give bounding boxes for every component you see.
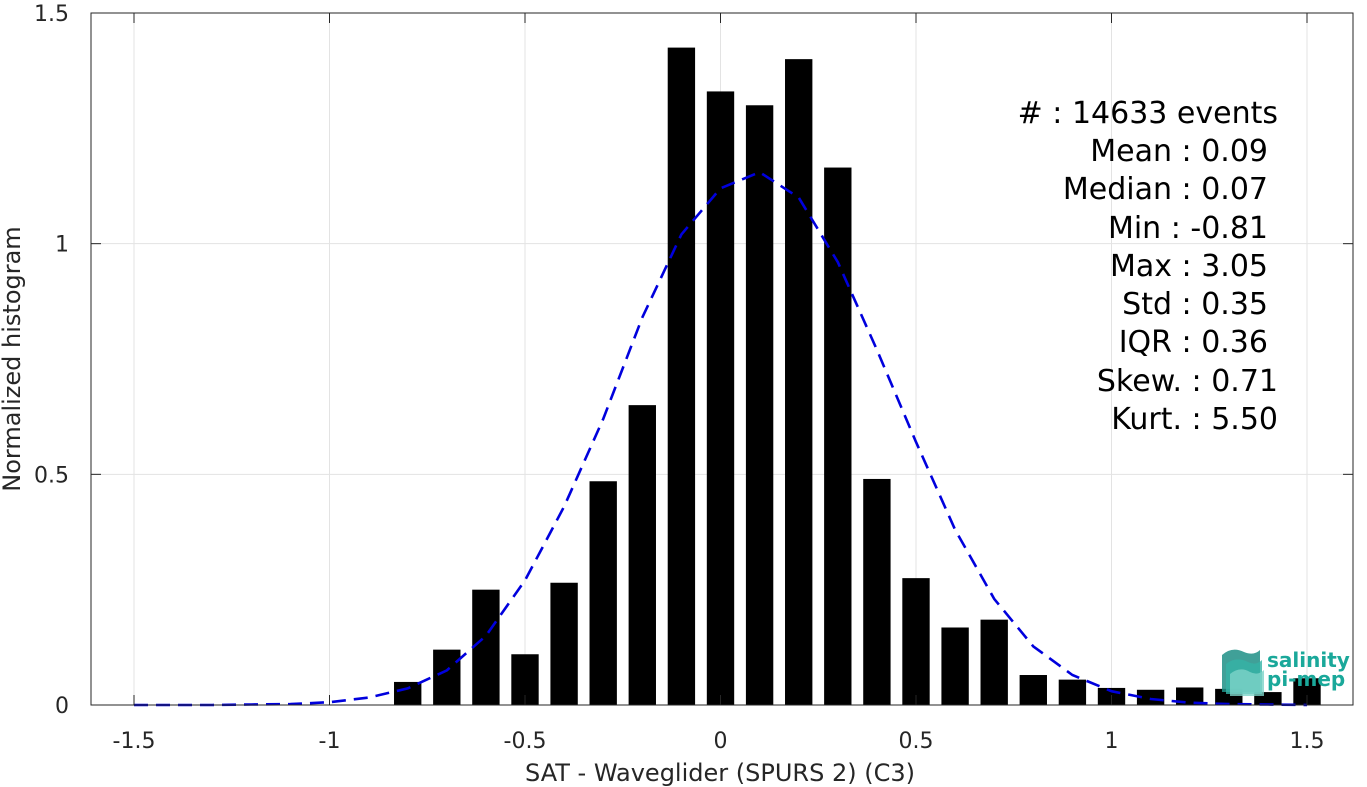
x-tick-label: 0.5 bbox=[899, 729, 934, 754]
stat-median: Median : 0.07 bbox=[1063, 172, 1268, 207]
x-tick-label: -1 bbox=[319, 729, 341, 754]
x-axis-label: SAT - Waveglider (SPURS 2) (C3) bbox=[525, 759, 915, 787]
histogram-bar bbox=[824, 167, 852, 706]
histogram-bar bbox=[589, 481, 617, 705]
stats-box: # : 14633 events Mean : 0.09 Median : 0.… bbox=[1018, 96, 1278, 437]
stat-mean: Mean : 0.09 bbox=[1090, 134, 1268, 169]
x-tick-label: 0 bbox=[714, 729, 728, 754]
histogram-bar bbox=[472, 589, 500, 705]
y-axis-label: Normalized histogram bbox=[0, 226, 26, 491]
histogram-bar bbox=[433, 649, 461, 705]
histogram-bar bbox=[667, 47, 696, 706]
stat-skew: Skew. : 0.71 bbox=[1097, 364, 1278, 399]
tick-marks bbox=[91, 12, 1353, 706]
stat-kurt: Kurt. : 5.50 bbox=[1111, 402, 1278, 437]
histogram-bar bbox=[745, 105, 774, 706]
histogram-bar bbox=[785, 59, 813, 705]
histogram-bar bbox=[550, 582, 578, 705]
x-tick-label: -0.5 bbox=[504, 729, 547, 754]
histogram-bar bbox=[1136, 689, 1165, 705]
stat-events: # : 14633 events bbox=[1018, 96, 1278, 131]
x-tick-labels: -1.5 -1 -0.5 0 0.5 1 1.5 bbox=[113, 729, 1325, 754]
plot-frame bbox=[90, 12, 1354, 706]
x-tick-label: 1 bbox=[1105, 729, 1119, 754]
y-tick-label: 0.5 bbox=[34, 463, 69, 488]
logo-line-pimep: pi-mep bbox=[1267, 667, 1345, 691]
histogram-bar bbox=[1176, 687, 1204, 705]
histogram-bar bbox=[1058, 679, 1087, 705]
y-tick-label: 0 bbox=[55, 694, 69, 719]
y-tick-label: 1.5 bbox=[34, 2, 69, 27]
wave-logo-icon bbox=[1222, 649, 1264, 696]
histogram-bar bbox=[1019, 675, 1047, 705]
histogram-bar bbox=[628, 405, 656, 705]
logo-line-salinity: salinity bbox=[1267, 648, 1350, 672]
stat-max: Max : 3.05 bbox=[1110, 249, 1268, 284]
x-tick-label: -1.5 bbox=[113, 729, 156, 754]
stat-std: Std : 0.35 bbox=[1122, 287, 1268, 322]
histogram-bar bbox=[980, 619, 1008, 705]
stat-iqr: IQR : 0.36 bbox=[1119, 325, 1268, 360]
fit-curve-line bbox=[134, 170, 1308, 707]
histogram-bar bbox=[706, 91, 735, 706]
histogram-bar bbox=[941, 627, 969, 705]
histogram-bars bbox=[394, 47, 1321, 706]
histogram-bar bbox=[863, 478, 891, 705]
x-tick-label: 1.5 bbox=[1290, 729, 1325, 754]
y-tick-labels: 0 0.5 1 1.5 bbox=[34, 2, 69, 719]
y-tick-label: 1 bbox=[55, 233, 69, 258]
histogram-bar bbox=[902, 578, 930, 705]
stat-min: Min : -0.81 bbox=[1108, 211, 1268, 246]
histogram-bar bbox=[394, 681, 422, 705]
salinity-pimep-logo: salinity pi-mep bbox=[1222, 648, 1350, 696]
